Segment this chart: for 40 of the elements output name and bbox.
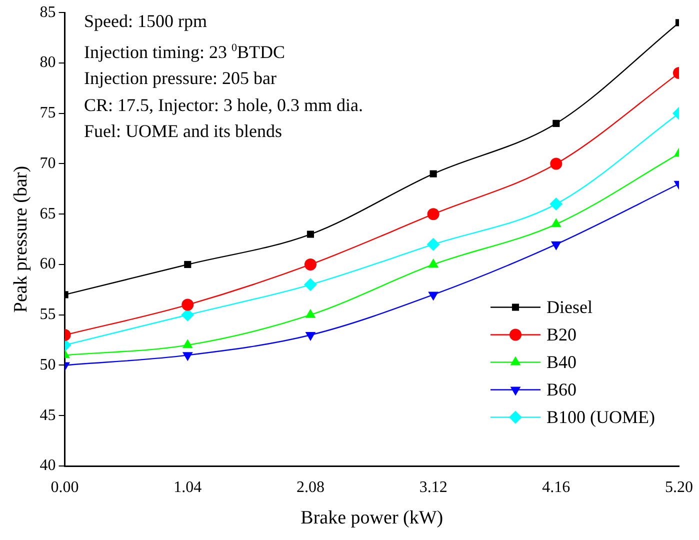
y-tick-label: 80 [40,54,56,72]
y-tick-label: 50 [40,356,56,374]
y-tick-label: 45 [40,406,56,424]
annotation: Injection timing: 23 $^{0}$BTDC [84,40,286,64]
point [426,238,440,251]
point [550,158,562,170]
y-tick-label: 70 [40,154,56,172]
x-tick-label: 4.16 [542,478,570,496]
x-tick-label: 1.04 [174,478,202,496]
y-axis-title: Peak pressure (bar) [10,166,32,313]
annotation: Injection pressure: 205 bar [84,67,278,90]
point [550,198,563,211]
legend-label: B100 (UOME) [546,406,656,427]
y-tick-label: 65 [40,205,56,222]
x-axis-title: Brake power (kW) [300,508,444,529]
legend-label: B40 [546,352,577,372]
annotation: CR: 17.5, Injector: 3 hole, 0.3 mm dia. [84,94,363,117]
point [304,278,317,292]
point [184,260,192,268]
x-tick-label: 3.12 [419,478,448,496]
point [552,120,560,127]
y-tick-label: 75 [40,104,56,122]
point [182,298,194,311]
x-tick-label: 0.00 [50,478,79,496]
point [430,170,437,178]
legend-label: Diesel [546,296,592,317]
x-tick-label: 2.08 [296,478,324,496]
annotation: Speed: 1500 rpm [84,10,208,33]
y-tick-label: 40 [40,457,56,474]
point [306,230,314,238]
y-tick-label: 85 [40,4,56,21]
legend-label: B60 [546,379,577,400]
y-tick-label: 60 [40,256,56,273]
point [427,208,440,220]
x-tick-label: 5.20 [665,478,693,496]
point [181,308,194,322]
point [304,258,316,270]
annotation: Fuel: UOME and its blends [84,120,283,143]
legend-label: B20 [546,324,577,344]
y-tick-label: 55 [40,306,56,324]
